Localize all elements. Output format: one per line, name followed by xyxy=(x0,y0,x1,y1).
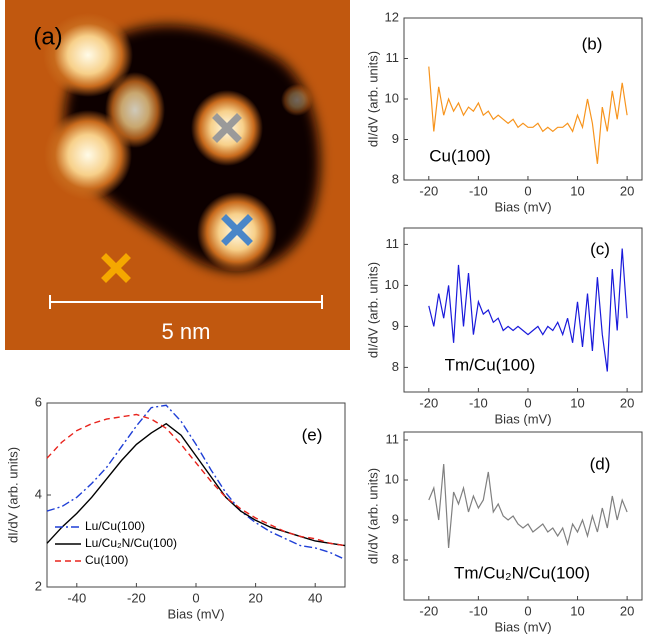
y-tick-label: 2 xyxy=(35,578,42,593)
y-tick-label: 10 xyxy=(385,471,399,486)
data-line xyxy=(429,464,627,548)
panel-label: (a) xyxy=(33,23,62,50)
x-tick-label: 0 xyxy=(524,603,531,618)
y-axis-label: dI/dV (arb. units) xyxy=(5,447,20,543)
x-tick-label: 20 xyxy=(620,603,634,618)
x-tick-label: 0 xyxy=(192,590,199,605)
x-tick-label: 10 xyxy=(570,395,584,410)
x-tick-label: -10 xyxy=(469,395,488,410)
x-tick-label: -20 xyxy=(127,590,146,605)
y-tick-label: 11 xyxy=(386,431,400,446)
y-tick-label: 10 xyxy=(385,277,399,292)
y-tick-label: 8 xyxy=(392,359,399,374)
y-tick-label: 9 xyxy=(392,131,399,146)
figure: 5 nm (a) 89101112-20-1001020Bias (mV)dI/… xyxy=(0,0,653,637)
x-tick-label: 20 xyxy=(248,590,262,605)
y-axis-label: dI/dV (arb. units) xyxy=(365,468,380,564)
x-tick-label: 20 xyxy=(620,395,634,410)
legend-label: Lu/Cu(100) xyxy=(85,519,145,533)
x-tick-label: 40 xyxy=(308,590,322,605)
y-axis-label: dI/dV (arb. units) xyxy=(365,51,380,147)
y-tick-label: 4 xyxy=(35,486,42,501)
annotation: (b) xyxy=(582,34,603,53)
x-tick-label: -20 xyxy=(419,603,438,618)
scale-bar-label: 5 nm xyxy=(162,319,211,344)
annotation: (e) xyxy=(302,425,323,444)
annotation: Tm/Cu(100) xyxy=(445,355,536,374)
x-tick-label: 10 xyxy=(570,603,584,618)
x-tick-label: -10 xyxy=(469,183,488,198)
x-tick-label: -40 xyxy=(67,590,86,605)
x-axis-label: Bias (mV) xyxy=(494,619,551,634)
annotation: (d) xyxy=(590,454,611,473)
x-tick-label: 10 xyxy=(570,183,584,198)
annotation: (c) xyxy=(590,239,610,258)
y-tick-label: 11 xyxy=(386,50,400,65)
x-tick-label: -10 xyxy=(469,603,488,618)
x-axis-label: Bias (mV) xyxy=(494,411,551,426)
y-tick-label: 10 xyxy=(385,90,399,105)
x-tick-label: -20 xyxy=(419,395,438,410)
x-axis-label: Bias (mV) xyxy=(167,606,224,621)
stm-image: 5 nm (a) xyxy=(5,0,350,350)
y-tick-label: 12 xyxy=(385,9,399,24)
x-tick-label: 0 xyxy=(524,183,531,198)
y-tick-label: 9 xyxy=(392,511,399,526)
y-tick-label: 9 xyxy=(392,318,399,333)
annotation: Tm/Cu₂N/Cu(100) xyxy=(454,563,590,582)
legend-label: Lu/Cu₂N/Cu(100) xyxy=(85,536,177,550)
x-tick-label: -20 xyxy=(419,183,438,198)
x-tick-label: 20 xyxy=(620,183,634,198)
y-axis-label: dI/dV (arb. units) xyxy=(365,262,380,358)
x-axis-label: Bias (mV) xyxy=(494,199,551,214)
annotation: Cu(100) xyxy=(429,146,490,165)
y-tick-label: 8 xyxy=(392,551,399,566)
y-tick-label: 8 xyxy=(392,171,399,186)
y-tick-label: 11 xyxy=(386,236,400,251)
y-tick-label: 6 xyxy=(35,394,42,409)
legend-label: Cu(100) xyxy=(85,553,128,567)
data-line xyxy=(429,249,627,372)
x-tick-label: 0 xyxy=(524,395,531,410)
